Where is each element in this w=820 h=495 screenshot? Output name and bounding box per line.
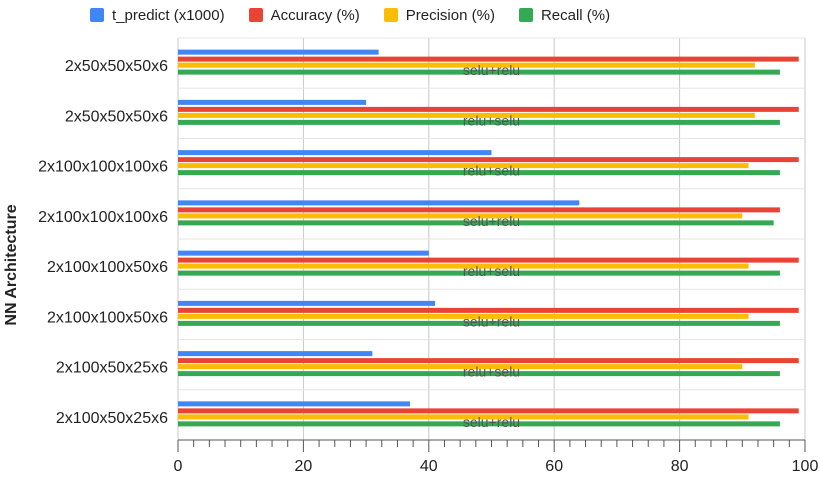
bar-t-predict [178, 300, 436, 306]
bar-t-predict [178, 351, 373, 357]
bar-t-predict [178, 401, 410, 407]
bar-precision [178, 414, 749, 420]
x-tick-label-100: 100 [792, 458, 819, 475]
activation-annotation: selu+relu [463, 62, 520, 78]
y-tick-label: 2x100x100x50x6 [47, 259, 168, 276]
activation-annotation: relu+selu [463, 263, 520, 279]
y-tick-label: 2x100x50x25x6 [56, 360, 168, 377]
bar-accuracy [178, 157, 799, 163]
bar-t-predict [178, 250, 429, 256]
chart-legend: t_predict (x1000) Accuracy (%) Precision… [90, 4, 634, 26]
bar-t-predict [178, 49, 379, 55]
bar-recall [178, 421, 780, 427]
x-tick-label-0: 0 [174, 458, 183, 475]
legend-label-accuracy: Accuracy (%) [270, 6, 360, 24]
legend-item-t-predict[interactable]: t_predict (x1000) [90, 7, 225, 24]
legend-label-t-predict: t_predict (x1000) [112, 6, 225, 24]
bar-recall [178, 371, 780, 377]
legend-label-recall: Recall (%) [540, 6, 611, 24]
legend-swatch-t-predict [90, 8, 104, 22]
x-tick-label-20: 20 [295, 458, 313, 475]
y-tick-label: 2x50x50x50x6 [65, 58, 168, 75]
legend-item-recall[interactable]: Recall (%) [518, 6, 611, 24]
y-tick-label: 2x100x100x100x6 [38, 159, 168, 176]
bar-accuracy [178, 408, 799, 414]
y-tick-label: 2x50x50x50x6 [65, 108, 168, 125]
bar-t-predict [178, 200, 580, 206]
activation-annotation: relu+selu [463, 364, 520, 380]
bar-precision [178, 163, 749, 169]
bar-recall [178, 119, 780, 125]
activation-annotation: selu+relu [463, 313, 520, 329]
bar-accuracy [178, 358, 799, 364]
legend-swatch-accuracy [248, 8, 263, 22]
legend-swatch-recall [518, 8, 533, 22]
bar-t-predict [178, 99, 367, 105]
x-tick-label-80: 80 [671, 458, 689, 475]
activation-annotation: relu+selu [463, 112, 520, 128]
legend-item-precision[interactable]: Precision (%) [383, 6, 495, 24]
y-tick-label: 2x100x100x100x6 [38, 209, 168, 226]
bar-t-predict [178, 150, 492, 156]
bar-precision [178, 112, 755, 118]
bar-recall [178, 170, 780, 176]
bar-accuracy [178, 207, 780, 213]
bar-accuracy [178, 257, 799, 263]
y-tick-label: 2x100x50x25x6 [56, 410, 168, 427]
bar-precision [178, 213, 743, 219]
activation-annotation: selu+relu [463, 414, 520, 430]
legend-label-precision: Precision (%) [405, 6, 495, 24]
bar-accuracy [178, 307, 799, 313]
bar-recall [178, 220, 774, 226]
bar-precision [178, 313, 749, 319]
bar-accuracy [178, 56, 799, 62]
bar-precision [178, 62, 755, 68]
bar-precision [178, 263, 749, 269]
y-tick-label: 2x100x100x50x6 [47, 309, 168, 326]
bar-recall [178, 320, 780, 326]
legend-swatch-precision [383, 8, 398, 22]
bar-accuracy [178, 106, 799, 112]
activation-annotation: relu+selu [463, 163, 520, 179]
activation-annotation: selu+relu [463, 213, 520, 229]
x-tick-label-60: 60 [545, 458, 563, 475]
bar-recall [178, 270, 780, 276]
bar-precision [178, 364, 743, 370]
x-tick-label-40: 40 [420, 458, 438, 475]
bar-recall [178, 69, 780, 75]
legend-item-accuracy[interactable]: Accuracy (%) [248, 6, 360, 24]
